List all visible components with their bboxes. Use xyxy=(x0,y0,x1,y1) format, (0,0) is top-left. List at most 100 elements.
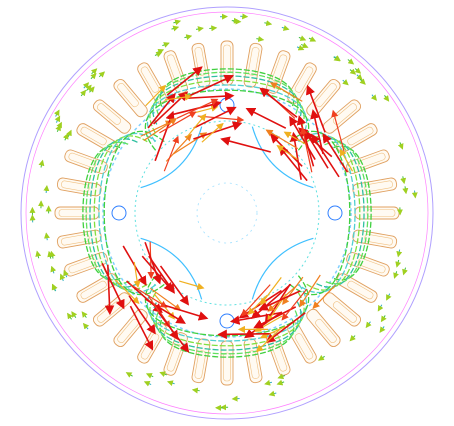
yoke-arrow xyxy=(308,36,317,42)
slot xyxy=(76,273,118,303)
slot-conductor xyxy=(223,44,231,74)
yoke-arrow xyxy=(125,372,133,378)
slot-conductor xyxy=(61,234,90,246)
yoke-arrow xyxy=(365,321,372,329)
slot-conductor xyxy=(347,280,374,300)
field-arrow xyxy=(241,284,271,317)
field-arrow xyxy=(265,312,306,344)
yoke-arrow xyxy=(62,133,69,141)
field-arrow xyxy=(140,120,173,137)
field-arrow xyxy=(282,276,304,306)
flux-line xyxy=(144,275,310,337)
field-arrow xyxy=(259,87,298,118)
yoke-arrow xyxy=(143,381,152,387)
field-arrow xyxy=(147,92,176,129)
yoke-arrow xyxy=(209,25,218,32)
slot xyxy=(191,338,211,384)
field-arrow xyxy=(289,115,316,160)
field-arrow xyxy=(256,328,281,353)
field-arrow xyxy=(260,277,282,306)
yoke-arrow xyxy=(43,184,50,193)
field-arrow xyxy=(310,133,340,178)
yoke-arrow xyxy=(347,58,355,65)
slot-conductor xyxy=(68,152,97,168)
field-arrow xyxy=(310,109,324,155)
field-arrow xyxy=(165,93,193,101)
slot xyxy=(243,42,263,88)
slot-conductor xyxy=(357,152,386,168)
slot-conductor xyxy=(117,82,139,108)
field-arrow xyxy=(164,304,209,321)
slot-conductor xyxy=(272,54,288,83)
slot-conductor xyxy=(166,54,182,83)
yoke-arrow xyxy=(402,186,409,195)
slot-conductor xyxy=(332,103,358,125)
slot-conductor xyxy=(315,318,337,344)
yoke-arrow xyxy=(349,68,357,75)
yoke-arrow xyxy=(411,190,418,199)
yoke-arrow xyxy=(256,36,265,42)
field-arrow xyxy=(145,84,167,107)
rotor-pole xyxy=(251,237,314,300)
yoke-arrow xyxy=(173,19,182,26)
yoke-arrow xyxy=(38,159,45,168)
slot-conductor xyxy=(364,234,393,246)
field-arrow xyxy=(163,135,179,172)
slot xyxy=(336,123,378,153)
field-arrow xyxy=(283,131,307,145)
slot-conductor xyxy=(248,47,260,76)
field-arrow xyxy=(259,325,286,339)
slot-conductor xyxy=(194,350,206,379)
field-arrow xyxy=(159,265,190,306)
slot xyxy=(113,308,148,348)
yoke-arrow xyxy=(396,249,403,258)
outer-boundary xyxy=(20,6,434,420)
slot xyxy=(76,123,118,153)
slot-conductor xyxy=(364,180,393,192)
yoke-arrow xyxy=(98,71,106,78)
yoke-arrow xyxy=(52,283,58,292)
yoke-arrow xyxy=(44,232,50,241)
slot-conductor xyxy=(58,209,88,217)
slot-conductor xyxy=(332,301,358,323)
field-arrow xyxy=(185,113,207,139)
yoke-arrow xyxy=(53,109,60,117)
yoke-arrow xyxy=(296,44,305,51)
yoke-arrow xyxy=(184,34,193,41)
yoke-arrow xyxy=(264,379,273,386)
flux-line xyxy=(144,89,310,151)
yoke-arrow xyxy=(370,94,377,101)
flux-line xyxy=(146,283,308,342)
shaft xyxy=(196,182,258,244)
field-arrow xyxy=(159,111,197,134)
field-arrow xyxy=(217,329,270,340)
field-arrow xyxy=(220,136,271,153)
rotor-pole xyxy=(140,126,203,189)
slot xyxy=(56,177,102,197)
slot-conductor xyxy=(61,180,90,192)
yoke-arrow xyxy=(81,311,88,318)
field-arrow xyxy=(166,66,203,96)
yoke-arrow xyxy=(349,334,356,342)
slot-conductor xyxy=(223,352,231,382)
rotor-pole xyxy=(251,126,314,189)
rotor-hole xyxy=(111,205,127,221)
yoke-arrow xyxy=(397,142,404,150)
slot-conductor xyxy=(140,66,160,93)
field-arrow xyxy=(149,287,182,311)
yoke-arrow xyxy=(35,250,42,259)
yoke-arrow xyxy=(395,259,402,268)
field-arrow xyxy=(201,122,224,143)
yoke-arrow xyxy=(145,373,154,379)
field-arrow xyxy=(269,82,303,102)
rotor-hole xyxy=(327,205,343,221)
yoke-arrow xyxy=(268,390,277,397)
field-arrow xyxy=(193,121,243,140)
slot xyxy=(220,340,234,386)
yoke-arrow xyxy=(82,82,90,89)
yoke-arrow xyxy=(400,176,407,185)
yoke-arrow xyxy=(47,250,54,259)
field-arrow xyxy=(141,255,174,293)
yoke-arrow xyxy=(55,124,61,133)
yoke-arrow xyxy=(277,373,286,380)
